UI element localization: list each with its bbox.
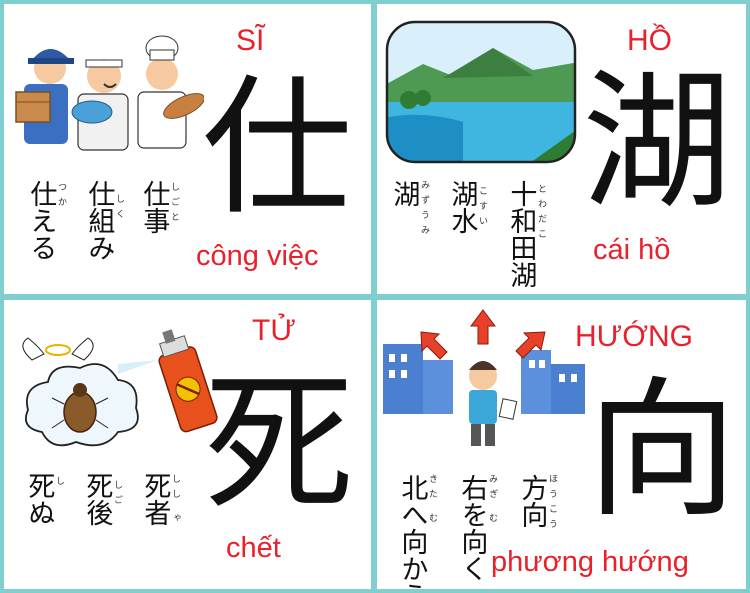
flashcard-huong: HƯỚNG 向 phương hướng 方向 ほうこう 右を向く みぎ む 北… [377, 300, 746, 589]
example-furigana: とわだこ [536, 184, 546, 244]
example-furigana: しご [112, 480, 122, 510]
example-word: 北へ向かう [396, 474, 428, 589]
lake-icon [385, 20, 577, 164]
flashcard-ho: HỒ 湖 cái hồ 十和田湖 とわだこ 湖水 こすい 湖 みずうみ [377, 4, 746, 294]
example-word: 死ぬ [23, 472, 55, 526]
example-furigana: みぎ む [487, 474, 497, 528]
example-word: 死者 [139, 472, 171, 526]
kanji-character: 湖 [582, 56, 733, 230]
example-furigana: こすい [477, 186, 487, 231]
example-furigana: ほうこう [547, 474, 557, 534]
example-word: 仕組み [83, 180, 115, 261]
example-furigana: しし ゃ [170, 474, 180, 528]
kanji-character: 死 [204, 358, 355, 532]
meaning-label: phương hướng [491, 546, 689, 578]
kanji-character: 向 [587, 364, 738, 538]
example-word: 仕事 [138, 180, 170, 234]
example-word: 湖 [388, 180, 420, 207]
reading-label: HỒ [627, 24, 672, 57]
reading-label: SĨ [236, 24, 265, 57]
kanji-character: 仕 [202, 62, 353, 236]
flashcard-si: SĨ 仕 công việc 仕事 しごと 仕組み しく 仕える つか [4, 4, 371, 294]
example-furigana: つか [56, 182, 66, 212]
meaning-label: công việc [196, 240, 319, 272]
example-word: 死後 [81, 472, 113, 526]
workers-icon [15, 35, 204, 151]
example-furigana: きた む [427, 474, 437, 528]
reading-label: HƯỚNG [575, 320, 694, 353]
direction-boy-icon [383, 309, 585, 446]
meaning-label: chết [226, 532, 281, 564]
example-furigana: しく [114, 194, 124, 224]
example-furigana: し [54, 476, 64, 491]
example-word: 右を向く [456, 474, 488, 582]
example-furigana: しごと [169, 182, 179, 227]
example-word: 十和田湖 [505, 180, 537, 288]
example-word: 仕える [25, 180, 57, 261]
meaning-label: cái hồ [593, 234, 671, 266]
flashcard-tu: TỬ 死 chết 死者 しし ゃ 死後 しご 死ぬ し [4, 300, 371, 589]
example-word: 方向 [516, 474, 548, 528]
bug-spray-icon [22, 329, 218, 447]
reading-label: TỬ [252, 314, 296, 347]
example-word: 湖水 [446, 180, 478, 234]
example-furigana: みずうみ [419, 180, 429, 240]
